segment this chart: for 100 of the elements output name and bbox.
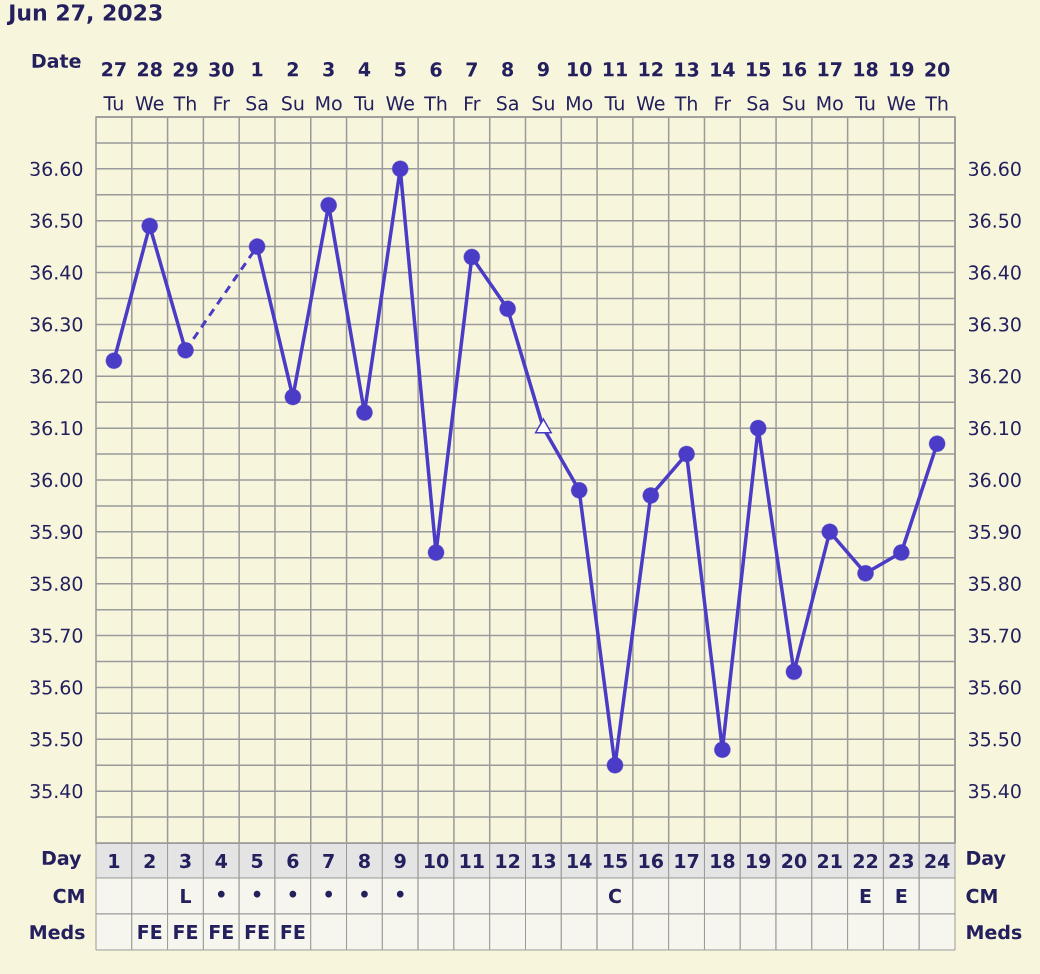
point xyxy=(427,544,445,561)
y-tick-label: 35.40 xyxy=(30,783,83,799)
point xyxy=(356,404,373,421)
y2-tick-label: 35.60 xyxy=(969,680,1021,695)
point xyxy=(463,248,481,266)
text: FE xyxy=(174,925,198,939)
x-tick-label: 3 xyxy=(180,853,191,869)
x2-tick-label: 3 Mo xyxy=(316,62,342,111)
x-tick-label: 6 xyxy=(287,853,299,869)
point xyxy=(714,741,731,758)
point xyxy=(105,352,123,369)
point xyxy=(893,544,910,561)
y-tick-label: 36.00 xyxy=(30,472,83,488)
y2-tick-label: CM xyxy=(966,888,997,904)
x-tick-label: 12 xyxy=(496,853,520,869)
x-tick-label: 16 xyxy=(639,853,663,869)
x2-tick-label: 15 Sa xyxy=(747,62,771,111)
x2-tick-label: 8 Sa xyxy=(497,62,518,111)
y2-tick-label: Meds xyxy=(967,924,1022,940)
y-tick-label: 36.40 xyxy=(30,265,83,280)
text: E xyxy=(896,889,907,903)
y-tick-label: 35.50 xyxy=(30,732,83,747)
text: L xyxy=(181,889,192,903)
point xyxy=(499,300,516,318)
point xyxy=(606,757,624,774)
text: FE xyxy=(138,925,162,939)
y-tick-label: 36.50 xyxy=(30,213,83,228)
x2-tick-label: 28 We xyxy=(135,62,164,111)
point xyxy=(392,160,409,178)
x-tick-label: 19 xyxy=(747,853,771,869)
point xyxy=(571,482,588,499)
text: • xyxy=(217,890,225,898)
x2-tick-label: 6 Th xyxy=(424,62,447,111)
y-tick-label: 36.60 xyxy=(30,161,83,177)
y2-tick-label: 36.60 xyxy=(969,161,1021,177)
x2-tick-label: 11 Tu xyxy=(603,62,627,111)
x2-tick-label: 18 Tu xyxy=(854,62,878,111)
y-tick-label: CM xyxy=(53,888,84,904)
text: • xyxy=(253,890,261,898)
x2-tick-label: 9 Su xyxy=(532,62,554,111)
x-tick-label: 14 xyxy=(568,854,592,868)
x-tick-label: 22 xyxy=(853,853,878,869)
y2-tick-label: 35.50 xyxy=(969,732,1021,747)
point xyxy=(320,196,337,214)
y2-tick-label: 36.40 xyxy=(969,265,1021,280)
x2-tick-label: 16 Su xyxy=(782,62,807,111)
x2-tick-label: 1 Sa xyxy=(246,62,268,111)
y2-tick-label: 36.30 xyxy=(969,317,1021,332)
point xyxy=(141,217,158,235)
x2-tick-label: 4 Tu xyxy=(354,62,374,111)
x-tick-label: 20 xyxy=(782,853,807,869)
point xyxy=(928,435,946,452)
text: • xyxy=(361,890,368,898)
x-tick-label: 9 xyxy=(394,853,406,869)
x-tick-label: 11 xyxy=(460,854,484,868)
x2-tick-label: 20 Th xyxy=(925,62,950,111)
x2-axis-title: Date xyxy=(32,53,81,69)
y-tick-label: 36.30 xyxy=(30,317,83,332)
x-tick-label: 2 xyxy=(144,853,155,869)
x-tick-label: 8 xyxy=(358,853,370,869)
x-tick-label: 10 xyxy=(424,853,449,869)
x2-tick-label: 7 Fr xyxy=(465,62,481,111)
y-tick-label: 36.20 xyxy=(30,369,83,384)
x-tick-label: 15 xyxy=(603,853,627,869)
y-tick-label: Meds xyxy=(30,924,85,940)
point xyxy=(857,565,874,582)
x2-tick-label: 19 We xyxy=(887,62,915,111)
y2-tick-label: 35.90 xyxy=(969,524,1021,540)
text: Day xyxy=(42,851,82,869)
x-tick-label: 1 xyxy=(109,854,120,868)
y2-tick-label: 35.80 xyxy=(969,576,1021,591)
y-tick-label: 36.10 xyxy=(30,420,83,436)
point xyxy=(785,663,803,681)
y2-tick-label: 35.40 xyxy=(969,783,1021,799)
x2-tick-label: 30 Fr xyxy=(209,62,234,111)
y-tick-label: 35.90 xyxy=(30,524,83,540)
y2-tick-label: 36.50 xyxy=(969,213,1021,228)
text: FE xyxy=(281,925,305,939)
x-tick-label: 23 xyxy=(889,853,914,869)
x-tick-label: 17 xyxy=(675,854,699,868)
text: E xyxy=(860,889,871,903)
x2-tick-label: 5 We xyxy=(386,62,414,111)
y2-tick-label: 35.70 xyxy=(969,628,1021,643)
text: • xyxy=(289,890,297,898)
y2-tick-label: 36.00 xyxy=(969,472,1021,488)
x-tick-label: 5 xyxy=(251,853,263,869)
y-tick-label: 35.60 xyxy=(30,680,83,695)
x-tick-label: 21 xyxy=(818,853,842,869)
x2-tick-label: 2 Su xyxy=(282,62,304,111)
x2-tick-label: 14 Fr xyxy=(711,62,735,111)
point xyxy=(678,445,695,463)
x-tick-label: 13 xyxy=(532,853,556,869)
text: • xyxy=(396,890,404,898)
point xyxy=(642,487,659,504)
x2-tick-label: 12 We xyxy=(636,62,665,111)
x-axis-title: Day xyxy=(967,851,1006,869)
x-tick-label: 18 xyxy=(711,853,735,869)
y2-tick-label: 36.10 xyxy=(969,420,1021,436)
text: • xyxy=(325,890,332,898)
point xyxy=(821,523,838,541)
